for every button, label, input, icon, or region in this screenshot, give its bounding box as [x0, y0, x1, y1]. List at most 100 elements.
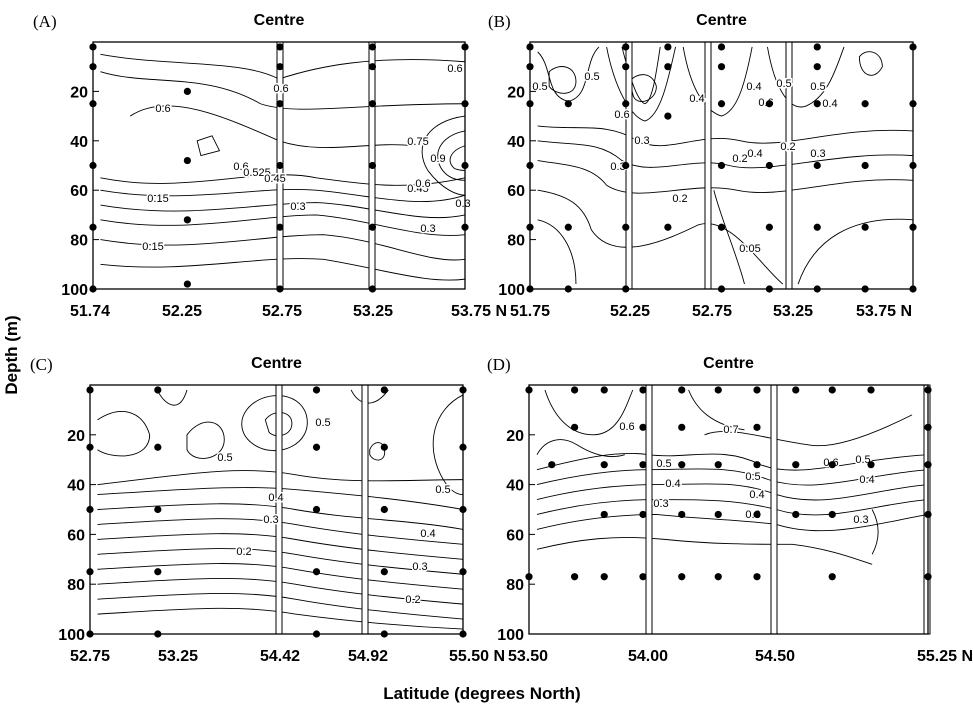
x-tick-label: 52.75 [70, 648, 110, 665]
contour-line [97, 578, 463, 604]
station-dot [461, 43, 469, 51]
station-dot [717, 223, 726, 231]
panel-letter: (A) [33, 12, 57, 31]
station-dot [678, 573, 686, 581]
station-dot [678, 386, 686, 394]
station-dot [461, 223, 469, 231]
station-dot [714, 386, 722, 394]
contour-line [97, 504, 463, 530]
contour-label: 0.5 [217, 452, 232, 464]
contour-line [370, 443, 385, 460]
station-dot [622, 285, 630, 293]
station-dot [828, 386, 836, 394]
contour-lines [538, 47, 913, 284]
station-dot [89, 161, 97, 170]
y-tick-label: 40 [70, 134, 88, 151]
station-dot [380, 386, 388, 394]
contour-label: 0.5 [776, 78, 791, 90]
contour-label: 0.4 [689, 93, 704, 105]
station-dot [714, 573, 722, 581]
y-tick-label: 100 [61, 282, 88, 299]
station-dot [368, 161, 377, 170]
station-dot [564, 100, 572, 108]
station-dot [183, 156, 191, 165]
contour-lines [100, 54, 465, 280]
contour-label: 0.4 [822, 98, 837, 110]
station-dot [312, 505, 321, 514]
contour-line [265, 412, 292, 435]
x-tick-label: 54.00 [628, 648, 668, 665]
x-tick-label: 54.50 [755, 648, 795, 665]
station-dot [924, 423, 932, 431]
front-line [704, 41, 712, 290]
contour-line [538, 126, 913, 146]
station-dot [664, 63, 672, 71]
contour-line [97, 519, 463, 545]
x-tick-label: 53.75 N [451, 303, 507, 320]
contour-label: 0.6 [619, 421, 634, 433]
station-dot [765, 100, 773, 108]
front-line [275, 384, 283, 635]
station-dot [909, 161, 917, 170]
station-dot [813, 161, 821, 170]
contour-line [100, 203, 465, 218]
contour-line [538, 141, 913, 168]
station-dot [461, 100, 469, 108]
panel-letter: (D) [487, 355, 511, 374]
station-dot [753, 461, 761, 469]
station-dot [312, 443, 321, 451]
contour-line [538, 220, 576, 284]
contour-label: 0.4 [420, 528, 435, 540]
contour-line [767, 47, 844, 107]
station-dot [861, 100, 869, 108]
y-tick-label: 60 [70, 183, 88, 200]
station-dot [380, 568, 388, 576]
station-dot [678, 510, 686, 519]
station-dot [867, 461, 875, 469]
contour-line [537, 514, 928, 530]
station-dot [459, 443, 467, 451]
centre-label: Centre [703, 355, 754, 372]
station-dot [526, 43, 534, 51]
y-tick-label: 100 [498, 282, 525, 299]
front-line [770, 384, 778, 635]
station-dot [717, 100, 726, 108]
x-tick-label: 54.92 [348, 648, 388, 665]
contour-line [549, 66, 576, 93]
contour-line [872, 510, 878, 555]
x-tick-label: 55.50 N [449, 648, 505, 665]
station-dot [622, 63, 630, 71]
centre-label: Centre [251, 355, 302, 372]
contour-label: 0.3 [810, 148, 825, 160]
station-dot [368, 223, 377, 231]
station-dot [312, 386, 321, 394]
station-dot [276, 100, 284, 108]
station-dot [765, 223, 773, 231]
station-dot [639, 423, 647, 431]
y-tick-label: 100 [497, 627, 524, 644]
station-dot [459, 630, 467, 638]
contour-label: 0.4 [747, 148, 762, 160]
contour-line [714, 190, 745, 284]
contour-label: 0.45 [407, 183, 428, 195]
station-dot [924, 461, 932, 469]
station-dot [717, 285, 726, 293]
station-dot [792, 510, 800, 519]
station-dot [525, 573, 533, 581]
station-dot [813, 285, 821, 293]
station-dot [564, 285, 572, 293]
contour-label: 0.05 [739, 243, 760, 255]
contour-line [537, 469, 928, 485]
front-line [923, 384, 931, 635]
station-dot [461, 161, 469, 170]
station-dot [154, 443, 162, 451]
station-dot [459, 386, 467, 394]
station-dot [526, 223, 534, 231]
contour-label: 0.6 [155, 103, 170, 115]
contour-label: 0.75 [407, 136, 428, 148]
contour-line [100, 215, 465, 236]
station-dot [368, 43, 377, 51]
contour-label: 0.6 [273, 83, 288, 95]
station-dot [639, 386, 647, 394]
